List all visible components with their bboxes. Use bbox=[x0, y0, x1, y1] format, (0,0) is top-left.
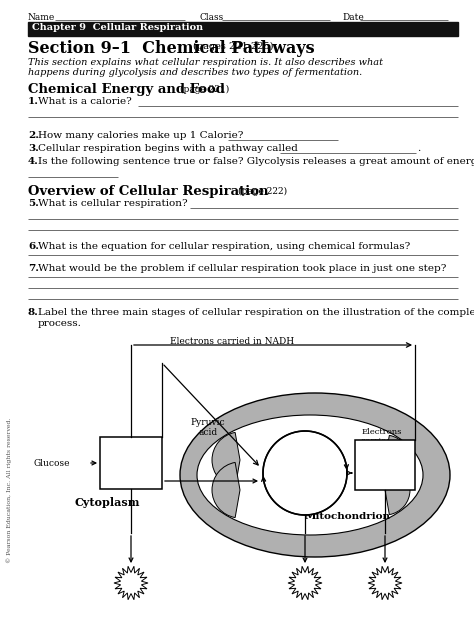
Text: ATP: ATP bbox=[296, 579, 314, 587]
Text: What is cellular respiration?: What is cellular respiration? bbox=[38, 199, 188, 208]
Text: 4.: 4. bbox=[28, 157, 39, 166]
Ellipse shape bbox=[197, 415, 423, 535]
Text: What is the equation for cellular respiration, using chemical formulas?: What is the equation for cellular respir… bbox=[38, 242, 410, 251]
Text: Chapter 9  Cellular Respiration: Chapter 9 Cellular Respiration bbox=[32, 23, 203, 32]
Bar bbox=[355, 440, 415, 490]
Text: (pages 221-225): (pages 221-225) bbox=[193, 42, 273, 51]
Text: How many calories make up 1 Calorie?: How many calories make up 1 Calorie? bbox=[38, 131, 243, 140]
Text: .: . bbox=[417, 144, 420, 153]
Text: (page 222): (page 222) bbox=[238, 186, 287, 196]
Wedge shape bbox=[385, 465, 410, 514]
Text: 3.: 3. bbox=[28, 144, 39, 153]
Text: Electrons
carried in
NADH and
FADH₂: Electrons carried in NADH and FADH₂ bbox=[359, 428, 405, 464]
Text: Glucose: Glucose bbox=[34, 459, 71, 468]
Text: Mitochondrion: Mitochondrion bbox=[305, 512, 391, 521]
Text: This section explains what cellular respiration is. It also describes what
happe: This section explains what cellular resp… bbox=[28, 58, 383, 77]
Ellipse shape bbox=[180, 393, 450, 557]
Text: Cellular respiration begins with a pathway called: Cellular respiration begins with a pathw… bbox=[38, 144, 298, 153]
Text: 6.: 6. bbox=[28, 242, 39, 251]
Text: Cytoplasm: Cytoplasm bbox=[74, 497, 140, 508]
Text: 2.: 2. bbox=[28, 131, 39, 140]
Text: What is a calorie?: What is a calorie? bbox=[38, 97, 132, 106]
Text: Pyruvic
acid: Pyruvic acid bbox=[191, 418, 225, 437]
Wedge shape bbox=[212, 463, 240, 518]
Text: 7.: 7. bbox=[28, 264, 39, 273]
Wedge shape bbox=[212, 432, 240, 487]
Text: (page 221): (page 221) bbox=[180, 85, 229, 94]
Text: process.: process. bbox=[38, 319, 82, 328]
Circle shape bbox=[263, 431, 347, 515]
Text: Date: Date bbox=[342, 13, 364, 22]
Text: Label the three main stages of cellular respiration on the illustration of the c: Label the three main stages of cellular … bbox=[38, 308, 474, 317]
Bar bbox=[28, 22, 458, 36]
Text: 8.: 8. bbox=[28, 308, 39, 317]
Text: Name: Name bbox=[28, 13, 55, 22]
Polygon shape bbox=[288, 566, 322, 600]
Text: Class: Class bbox=[200, 13, 224, 22]
Polygon shape bbox=[114, 566, 148, 600]
Text: What would be the problem if cellular respiration took place in just one step?: What would be the problem if cellular re… bbox=[38, 264, 447, 273]
Text: Overview of Cellular Respiration: Overview of Cellular Respiration bbox=[28, 185, 268, 198]
Bar bbox=[100, 437, 162, 489]
Text: Electrons carried in NADH: Electrons carried in NADH bbox=[170, 337, 294, 346]
Text: 1.: 1. bbox=[28, 97, 39, 106]
Text: Chemical Energy and Food: Chemical Energy and Food bbox=[28, 83, 225, 96]
Text: ATP: ATP bbox=[122, 579, 139, 587]
Text: ATP: ATP bbox=[376, 579, 393, 587]
Polygon shape bbox=[368, 566, 402, 600]
Text: Is the following sentence true or false? Glycolysis releases a great amount of e: Is the following sentence true or false?… bbox=[38, 157, 474, 166]
Wedge shape bbox=[385, 435, 410, 485]
Text: Section 9–1  Chemical Pathways: Section 9–1 Chemical Pathways bbox=[28, 40, 315, 57]
Text: 5.: 5. bbox=[28, 199, 39, 208]
Text: © Pearson Education, Inc. All rights reserved.: © Pearson Education, Inc. All rights res… bbox=[6, 417, 12, 562]
